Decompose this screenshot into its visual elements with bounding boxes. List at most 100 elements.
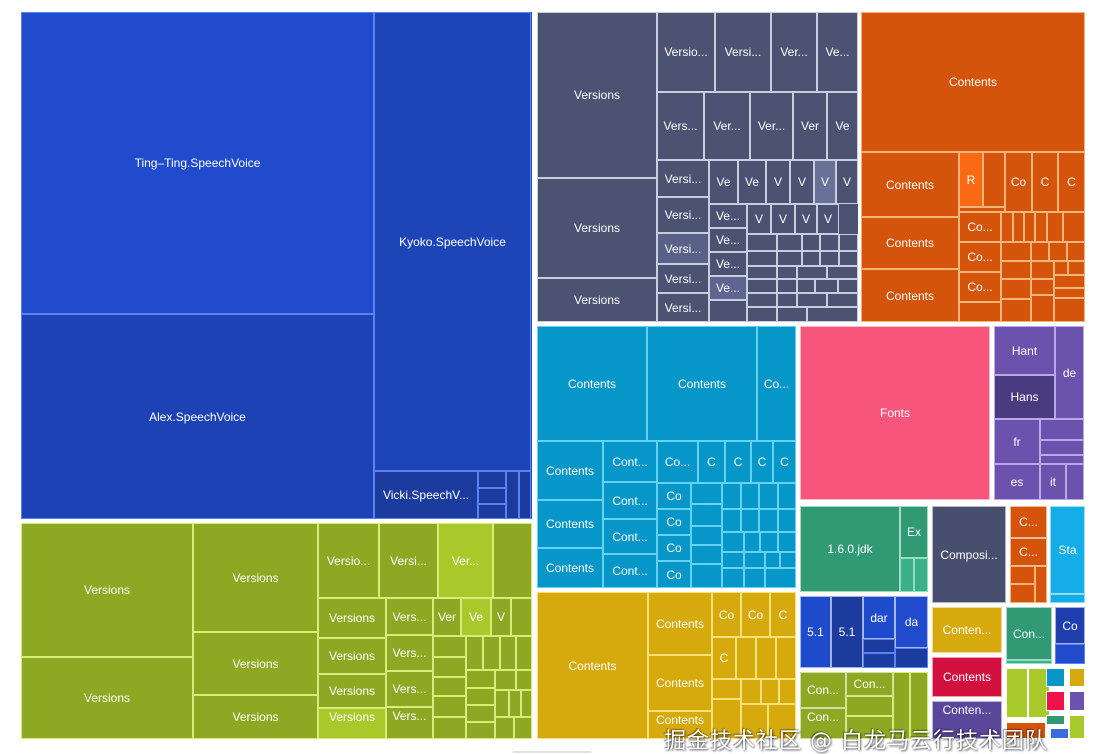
treemap-leaf-small[interactable] xyxy=(1010,566,1035,584)
treemap-leaf[interactable]: Hant xyxy=(994,326,1055,375)
treemap-leaf[interactable]: Versions xyxy=(21,657,193,739)
treemap-leaf[interactable]: Co xyxy=(1005,152,1032,212)
treemap-leaf[interactable]: es xyxy=(994,464,1040,500)
treemap-leaf[interactable]: Co xyxy=(1055,607,1085,644)
treemap-leaf-small[interactable] xyxy=(712,699,741,739)
treemap-leaf-small[interactable] xyxy=(722,509,741,532)
treemap-leaf-small[interactable] xyxy=(691,483,722,504)
treemap-leaf[interactable]: Versions xyxy=(193,523,318,632)
treemap-leaf-small[interactable] xyxy=(846,716,893,739)
treemap-leaf[interactable]: Versio... xyxy=(657,12,715,92)
treemap-leaf-small[interactable] xyxy=(495,717,514,739)
treemap-leaf[interactable]: Contents xyxy=(861,269,959,322)
treemap-leaf[interactable]: Contents xyxy=(861,12,1085,152)
treemap-leaf-small[interactable] xyxy=(777,293,797,307)
treemap-leaf-small[interactable] xyxy=(1035,212,1047,242)
treemap-leaf-small[interactable] xyxy=(433,657,466,677)
treemap-leaf-small[interactable] xyxy=(838,279,858,293)
treemap-leaf[interactable]: Ve... xyxy=(709,252,747,276)
treemap-leaf[interactable]: Contents xyxy=(932,657,1002,697)
treemap-leaf[interactable]: Ver... xyxy=(750,92,793,160)
treemap-leaf[interactable]: Hans xyxy=(994,375,1055,419)
treemap-leaf[interactable]: Con... xyxy=(800,672,846,708)
treemap-leaf-small[interactable] xyxy=(1010,584,1035,603)
treemap-leaf-small[interactable] xyxy=(466,722,495,739)
treemap-leaf-small[interactable] xyxy=(1067,242,1085,261)
treemap-leaf[interactable]: C... xyxy=(1010,506,1047,538)
treemap-leaf-small[interactable] xyxy=(802,234,820,251)
treemap-leaf-small[interactable] xyxy=(959,207,1005,212)
treemap-leaf[interactable]: Co xyxy=(657,483,691,509)
treemap-leaf[interactable]: Contents xyxy=(861,152,959,217)
treemap-leaf-small[interactable] xyxy=(1049,242,1067,261)
treemap-leaf[interactable]: C xyxy=(725,441,751,483)
treemap-leaf-small[interactable] xyxy=(759,509,778,532)
treemap-leaf-small[interactable] xyxy=(777,279,797,293)
treemap-leaf[interactable]: Contents xyxy=(647,326,757,441)
treemap-leaf-small[interactable] xyxy=(691,545,722,564)
treemap-leaf-small[interactable] xyxy=(959,302,1001,322)
treemap-leaf-small[interactable] xyxy=(495,670,516,690)
treemap-leaf[interactable]: Con... xyxy=(846,672,893,696)
treemap-leaf-small[interactable] xyxy=(1031,261,1054,279)
treemap-leaf[interactable]: Cont... xyxy=(603,441,657,482)
treemap-leaf[interactable]: Co xyxy=(741,592,770,637)
treemap-leaf[interactable]: Co... xyxy=(959,272,1001,302)
treemap-leaf-small[interactable] xyxy=(983,152,1005,207)
treemap-leaf[interactable]: Ve xyxy=(461,598,491,636)
treemap-leaf-small[interactable] xyxy=(1054,288,1085,298)
treemap-leaf[interactable]: Composi... xyxy=(932,506,1006,603)
treemap-leaf[interactable]: Versions xyxy=(318,598,386,638)
treemap-leaf-small[interactable] xyxy=(722,532,744,552)
treemap-leaf[interactable]: de xyxy=(1055,326,1084,419)
treemap-leaf[interactable]: V xyxy=(814,160,836,204)
treemap-leaf-small[interactable] xyxy=(691,564,722,588)
treemap-leaf[interactable]: Alex.SpeechVoice xyxy=(21,314,374,519)
treemap-leaf-small[interactable] xyxy=(778,483,796,509)
treemap-leaf-small[interactable] xyxy=(776,637,796,679)
treemap-leaf-small[interactable] xyxy=(756,637,776,679)
treemap-leaf[interactable]: V xyxy=(771,204,795,234)
treemap-leaf-small[interactable] xyxy=(895,648,928,668)
treemap-leaf[interactable]: Ve... xyxy=(709,204,747,228)
treemap-leaf[interactable]: Versio... xyxy=(318,523,379,598)
treemap-leaf-small[interactable] xyxy=(1055,644,1085,664)
treemap-leaf-small[interactable] xyxy=(466,636,483,670)
treemap-leaf[interactable]: Ver xyxy=(433,598,461,636)
treemap-leaf-small[interactable] xyxy=(493,523,532,598)
treemap-leaf-small[interactable] xyxy=(514,717,532,739)
treemap-leaf[interactable] xyxy=(478,488,506,504)
treemap-leaf[interactable]: Versions xyxy=(318,638,386,674)
treemap-leaf[interactable]: dar xyxy=(863,596,895,639)
treemap-leaf-small[interactable] xyxy=(516,670,532,690)
treemap-leaf[interactable]: R xyxy=(959,152,983,207)
treemap-leaf[interactable]: Ve... xyxy=(709,228,747,252)
treemap-leaf[interactable]: Ver xyxy=(793,92,827,160)
treemap-leaf-small[interactable] xyxy=(768,704,796,739)
treemap-leaf-small[interactable] xyxy=(1068,261,1085,275)
treemap-leaf[interactable] xyxy=(506,471,519,519)
treemap-leaf[interactable]: V xyxy=(795,204,817,234)
treemap-leaf-small[interactable] xyxy=(1001,212,1013,242)
treemap-leaf[interactable]: V xyxy=(817,204,839,234)
treemap-leaf-small[interactable] xyxy=(509,690,521,717)
treemap-leaf-small[interactable] xyxy=(744,532,760,552)
treemap-leaf[interactable]: V xyxy=(790,160,814,204)
treemap-leaf[interactable]: Co xyxy=(657,561,691,588)
treemap-leaf[interactable]: da xyxy=(895,596,928,648)
treemap-leaf-small[interactable] xyxy=(466,705,495,722)
treemap-leaf-small[interactable] xyxy=(741,483,759,509)
treemap-leaf-small[interactable] xyxy=(910,672,928,739)
treemap-leaf-small[interactable] xyxy=(747,251,777,266)
treemap-leaf[interactable]: Versions xyxy=(537,178,657,278)
treemap-leaf[interactable]: Ver... xyxy=(438,523,493,598)
treemap-leaf[interactable]: Contents xyxy=(537,592,648,739)
treemap-leaf-small[interactable] xyxy=(466,670,495,688)
treemap-leaf-small[interactable] xyxy=(500,636,516,670)
treemap-leaf-small[interactable] xyxy=(846,696,893,716)
treemap-leaf[interactable]: 5.1 xyxy=(831,596,863,668)
treemap-leaf-small[interactable] xyxy=(893,672,910,739)
treemap-leaf-small[interactable] xyxy=(777,307,807,322)
treemap-leaf-small[interactable] xyxy=(1046,691,1065,711)
treemap-leaf-small[interactable] xyxy=(1035,566,1047,603)
